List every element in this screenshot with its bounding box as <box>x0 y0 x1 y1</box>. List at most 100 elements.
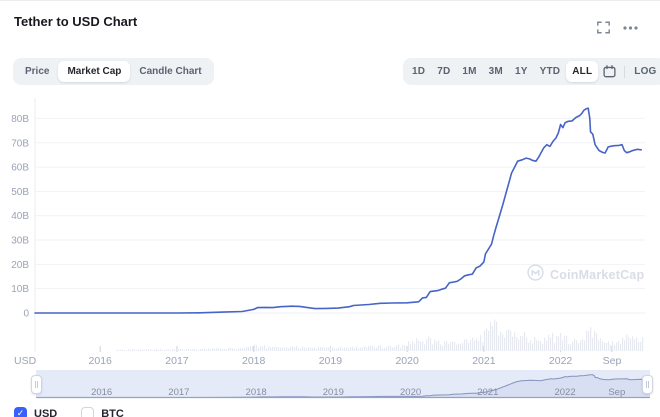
volume-bar <box>610 344 612 351</box>
volume-bar <box>358 348 360 351</box>
volume-bar <box>326 347 328 351</box>
volume-bar <box>410 343 412 351</box>
x-axis-label: 2020 <box>395 355 419 367</box>
usd-checkbox-icon[interactable]: ✓ <box>14 407 27 417</box>
calendar-icon[interactable] <box>598 65 621 78</box>
volume-bar <box>588 331 590 351</box>
volume-bar <box>542 343 544 351</box>
chart-type-switcher: Price Market Cap Candle Chart <box>13 58 214 85</box>
volume-bar <box>178 348 180 351</box>
volume-bar <box>616 342 618 351</box>
tab-candle-chart[interactable]: Candle Chart <box>139 66 202 77</box>
volume-bar <box>376 347 378 351</box>
y-axis-label: 30B <box>11 236 29 247</box>
volume-bar <box>502 334 504 351</box>
navigator-track[interactable] <box>36 370 650 398</box>
legend-item-btc[interactable]: BTC <box>81 407 124 417</box>
btc-checkbox-icon[interactable] <box>81 407 95 417</box>
range-7d[interactable]: 7D <box>437 66 451 77</box>
volume-bar <box>180 348 182 351</box>
volume-bar <box>116 349 118 351</box>
tab-price[interactable]: Price <box>25 66 50 77</box>
volume-bar <box>524 331 526 351</box>
volume-bar <box>354 347 356 351</box>
range-3m[interactable]: 3M <box>488 66 503 77</box>
volume-bar <box>156 349 158 351</box>
main-chart-area[interactable] <box>35 98 645 351</box>
volume-bar <box>132 349 134 351</box>
volume-bar <box>244 348 246 351</box>
volume-bar <box>492 326 494 351</box>
volume-bar <box>224 348 226 351</box>
volume-bar <box>478 340 480 351</box>
volume-bar <box>598 340 600 351</box>
volume-bar <box>386 347 388 351</box>
volume-bar <box>628 336 630 351</box>
volume-bar <box>124 350 126 351</box>
volume-bar <box>498 335 500 351</box>
x-axis-label: Sep <box>603 355 622 367</box>
volume-bar <box>158 349 160 351</box>
volume-bar <box>420 341 422 351</box>
x-axis-label: 2016 <box>89 355 113 367</box>
volume-bar <box>176 349 178 351</box>
volume-bar <box>506 330 508 351</box>
volume-bar <box>568 343 570 351</box>
fullscreen-icon[interactable] <box>597 21 610 34</box>
legend: ✓ USD BTC <box>14 407 124 417</box>
navigator-left-handle[interactable] <box>31 375 42 394</box>
volume-bar <box>126 349 128 351</box>
range-1m[interactable]: 1M <box>462 66 477 77</box>
volume-bar <box>604 342 606 351</box>
range-ytd[interactable]: YTD <box>539 66 561 77</box>
volume-bar <box>172 349 174 351</box>
more-options-icon[interactable] <box>623 25 638 30</box>
volume-bar <box>462 342 464 351</box>
range-1d[interactable]: 1D <box>412 66 426 77</box>
legend-item-usd[interactable]: ✓ USD <box>14 407 57 417</box>
volume-bar <box>638 341 640 351</box>
volume-bar <box>494 319 496 351</box>
volume-bar <box>508 329 510 351</box>
volume-bar <box>242 348 244 351</box>
volume-bar <box>554 343 556 351</box>
volume-bar <box>394 347 396 351</box>
volume-bar <box>222 349 224 351</box>
y-axis-label: 20B <box>11 260 29 271</box>
legend-label-btc: BTC <box>101 408 124 417</box>
volume-bar <box>626 334 628 351</box>
volume-bar <box>262 346 264 351</box>
volume-bar <box>456 344 458 351</box>
volume-bar <box>510 330 512 351</box>
range-all[interactable]: ALL <box>566 61 599 82</box>
y-axis-label: 0 <box>23 309 29 320</box>
volume-bar <box>564 335 566 351</box>
volume-bar <box>364 346 366 351</box>
volume-bar <box>150 349 152 351</box>
volume-bar <box>548 334 550 351</box>
volume-bar <box>632 336 634 351</box>
tab-market-cap[interactable]: Market Cap <box>58 61 131 82</box>
volume-bar <box>314 347 316 351</box>
volume-bar <box>552 332 554 351</box>
volume-bar <box>528 342 530 351</box>
navigator-right-handle[interactable] <box>642 375 653 394</box>
navigator-axis-label: 2020 <box>400 387 421 398</box>
volume-bar <box>214 348 216 351</box>
volume-bar <box>128 349 130 351</box>
volume-bar <box>496 321 498 351</box>
volume-bar <box>422 341 424 351</box>
volume-bar <box>570 344 572 351</box>
volume-bar <box>190 349 192 351</box>
volume-bar <box>166 349 168 351</box>
volume-bar <box>206 349 208 351</box>
volume-bar <box>216 347 218 351</box>
volume-bar <box>226 349 228 351</box>
volume-bar <box>288 348 290 351</box>
volume-bar <box>334 348 336 351</box>
volume-bar <box>336 348 338 351</box>
log-scale-toggle[interactable]: LOG <box>634 66 657 77</box>
volume-bar <box>636 337 638 351</box>
range-1y[interactable]: 1Y <box>514 66 528 77</box>
y-axis-label: 60B <box>11 163 29 174</box>
